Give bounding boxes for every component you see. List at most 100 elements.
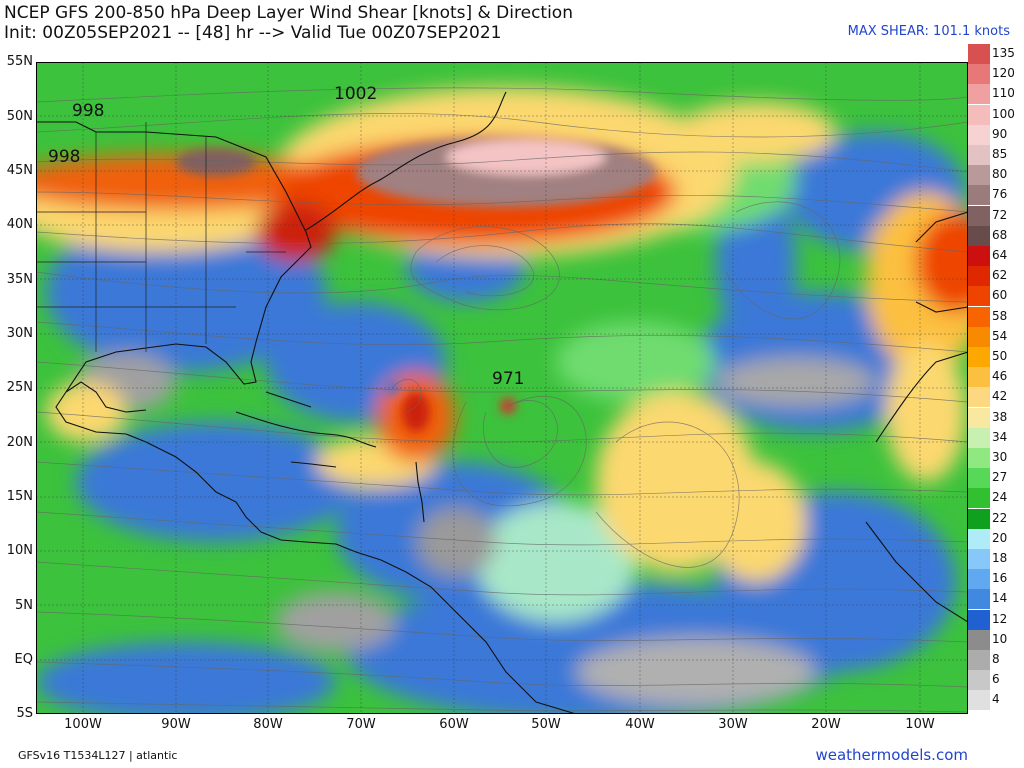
lat-label: 55N (6, 54, 33, 69)
scale-label: 12 (992, 611, 1008, 626)
lat-label: 20N (6, 435, 33, 450)
scale-entry: 54 (968, 326, 1024, 347)
scale-entry: 50 (968, 347, 1024, 367)
scale-swatch (968, 124, 990, 145)
lon-label: 20W (811, 717, 841, 732)
scale-swatch (968, 326, 990, 347)
scale-entry: 4 (968, 690, 1024, 711)
scale-swatch (968, 650, 990, 670)
scale-label: 60 (992, 288, 1008, 303)
scale-swatch (968, 44, 990, 64)
lat-label: 5N (15, 598, 33, 613)
scale-entry: 24 (968, 488, 1024, 509)
scale-label: 34 (992, 429, 1008, 444)
scale-entry: 62 (968, 266, 1024, 287)
scale-entry: 64 (968, 246, 1024, 266)
scale-entry: 85 (968, 145, 1024, 165)
scale-label: 14 (992, 591, 1008, 606)
scale-entry: 12 (968, 609, 1024, 630)
scale-label: 110 (992, 86, 1015, 101)
lat-label: 50N (6, 109, 33, 124)
scale-swatch (968, 145, 990, 165)
scale-entry: 30 (968, 448, 1024, 468)
scale-label: 72 (992, 207, 1008, 222)
scale-label: 64 (992, 248, 1008, 262)
scale-swatch (968, 609, 990, 630)
lon-label: 90W (161, 717, 191, 732)
scale-entry: 27 (968, 468, 1024, 489)
scale-entry: 120 (968, 64, 1024, 85)
site-link[interactable]: weathermodels.com (815, 746, 968, 764)
scale-label: 54 (992, 328, 1008, 343)
lat-label: EQ (14, 652, 33, 667)
pressure-label-1002: 1002 (334, 84, 377, 104)
lon-label: 70W (346, 717, 376, 732)
scale-label: 22 (992, 510, 1008, 525)
lat-label: 10N (6, 543, 33, 558)
scale-entry: 20 (968, 528, 1024, 549)
scale-swatch (968, 488, 990, 509)
scale-swatch (968, 549, 990, 569)
scale-entry: 135 (968, 44, 1024, 64)
scale-entry: 80 (968, 165, 1024, 186)
scale-swatch (968, 64, 990, 85)
pressure-label-998-upper: 998 (72, 101, 104, 121)
scale-swatch (968, 84, 990, 105)
scale-label: 20 (992, 530, 1008, 545)
scale-label: 30 (992, 450, 1008, 464)
scale-entry: 18 (968, 549, 1024, 569)
scale-entry: 42 (968, 387, 1024, 408)
shear-map: 998 998 1002 971 (36, 62, 968, 714)
scale-entry: 38 (968, 407, 1024, 428)
scale-label: 58 (992, 308, 1008, 323)
scale-swatch (968, 266, 990, 287)
lat-label: 5S (16, 706, 33, 721)
scale-swatch (968, 508, 990, 529)
scale-label: 50 (992, 349, 1008, 363)
scale-entry: 90 (968, 124, 1024, 145)
scale-label: 4 (992, 692, 1000, 707)
scale-swatch (968, 670, 990, 691)
scale-label: 10 (992, 631, 1008, 646)
scale-label: 27 (992, 470, 1008, 485)
lon-label: 80W (253, 717, 283, 732)
scale-label: 42 (992, 389, 1008, 404)
scale-swatch (968, 387, 990, 408)
lat-label: 25N (6, 380, 33, 395)
pressure-label-971: 971 (492, 369, 524, 389)
scale-label: 68 (992, 227, 1008, 242)
lat-label: 15N (6, 489, 33, 504)
scale-swatch (968, 427, 990, 448)
lat-label: 30N (6, 326, 33, 341)
scale-entry: 34 (968, 427, 1024, 448)
lat-label: 35N (6, 272, 33, 287)
chart-title: NCEP GFS 200-850 hPa Deep Layer Wind She… (4, 3, 573, 23)
lat-label: 40N (6, 217, 33, 232)
scale-label: 24 (992, 490, 1008, 505)
lon-label: 30W (718, 717, 748, 732)
scale-swatch (968, 225, 990, 246)
scale-entry: 68 (968, 225, 1024, 246)
scale-entry: 22 (968, 508, 1024, 529)
scale-swatch (968, 165, 990, 186)
scale-label: 18 (992, 551, 1008, 565)
scale-entry: 6 (968, 670, 1024, 691)
scale-entry: 72 (968, 205, 1024, 226)
lat-label: 45N (6, 163, 33, 178)
lon-label: 60W (439, 717, 469, 732)
scale-swatch (968, 205, 990, 226)
scale-entry: 110 (968, 84, 1024, 105)
scale-swatch (968, 407, 990, 428)
scale-label: 90 (992, 126, 1008, 141)
scale-swatch (968, 448, 990, 468)
scale-entry: 16 (968, 569, 1024, 590)
lon-label: 50W (531, 717, 561, 732)
scale-swatch (968, 246, 990, 266)
scale-label: 62 (992, 268, 1008, 283)
scale-entry: 76 (968, 185, 1024, 206)
scale-swatch (968, 185, 990, 206)
color-scale-legend: 135 120 110 100 90 85 80 76 72 68 64 62 60 58 54 50 46 42… (968, 44, 1024, 712)
pressure-label-998-lower: 998 (48, 147, 80, 167)
scale-label: 120 (992, 66, 1015, 81)
scale-swatch (968, 589, 990, 610)
